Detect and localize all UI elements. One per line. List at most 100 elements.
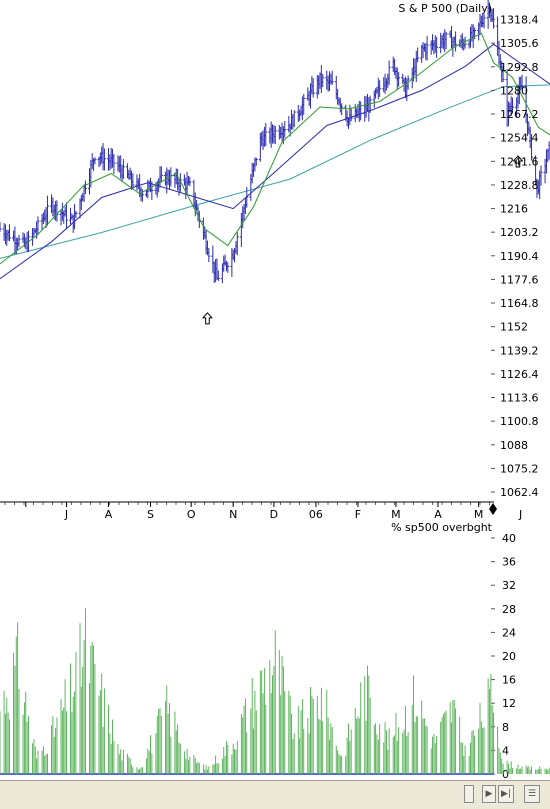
oscillator-bar <box>33 739 34 774</box>
oscillator-bar <box>24 702 25 774</box>
oscillator-bar <box>454 700 455 774</box>
x-tick-label: S <box>147 508 154 521</box>
oscillator-bar <box>161 716 162 774</box>
oscillator-bar <box>27 722 28 774</box>
oscillator-bar <box>302 699 303 774</box>
oscillator-bar <box>141 768 142 774</box>
oscillator-bar <box>536 770 537 774</box>
oscillator-bar <box>378 740 379 774</box>
price-y-tick-label: 1139.2 <box>500 344 539 357</box>
oscillator-bar <box>374 725 375 774</box>
oscillator-bar <box>150 735 151 774</box>
oscillator-bar <box>490 674 491 774</box>
oscillator-bar <box>366 721 367 774</box>
price-y-tick-label: 1075.2 <box>500 462 539 475</box>
oscillator-bar <box>103 727 104 774</box>
price-y-tick-label: 1164.8 <box>500 297 539 310</box>
oscillator-y-tick-label: 32 <box>502 579 516 592</box>
play-icon[interactable]: ▶ <box>482 785 496 803</box>
oscillator-bar <box>459 717 460 774</box>
price-y-tick-label: 1254.4 <box>500 132 539 145</box>
oscillator-bar <box>376 734 377 774</box>
price-y-tick-label: 1126.4 <box>500 368 539 381</box>
x-tick-label: A <box>434 508 442 521</box>
oscillator-bar <box>294 733 295 774</box>
price-y-tick-label: 1241.6 <box>500 155 539 168</box>
oscillator-bar <box>187 749 188 774</box>
oscillator-bar <box>526 765 527 774</box>
price-bar <box>0 222 2 232</box>
oscillator-y-tick-label: 20 <box>502 650 516 663</box>
oscillator-bar <box>52 716 53 774</box>
scroll-marker-icon[interactable] <box>489 503 497 515</box>
oscillator-bar <box>176 730 177 774</box>
oscillator-bar <box>84 640 85 774</box>
oscillator-bar <box>530 770 531 774</box>
oscillator-bar <box>482 728 483 774</box>
oscillator-bar <box>269 660 270 774</box>
oscillator-bar <box>471 731 472 774</box>
oscillator-bar <box>51 725 52 774</box>
oscillator-bar <box>112 720 113 774</box>
oscillator-bar <box>394 735 395 774</box>
oscillator-bar <box>17 622 18 774</box>
oscillator-bar <box>241 714 242 774</box>
status-bar: ▶ ▶| ☰ <box>0 780 550 809</box>
oscillator-bar <box>132 767 133 774</box>
oscillator-bar <box>231 754 232 774</box>
oscillator-bar <box>499 748 500 774</box>
oscillator-bar <box>61 699 62 774</box>
oscillator-bar <box>85 608 86 774</box>
price-y-tick-label: 1292.8 <box>500 61 539 74</box>
oscillator-bar <box>212 764 213 774</box>
oscillator-bar <box>318 719 319 774</box>
menu-icon[interactable]: ☰ <box>524 785 540 803</box>
scrollbar-thumb[interactable] <box>464 785 474 803</box>
oscillator-bar <box>73 697 74 774</box>
oscillator-bar <box>385 722 386 774</box>
oscillator-bar <box>431 748 432 774</box>
oscillator-bar <box>413 675 414 774</box>
oscillator-bar <box>227 745 228 774</box>
oscillator-bar <box>299 738 300 774</box>
oscillator-bar <box>253 729 254 774</box>
oscillator-bar <box>531 767 532 774</box>
price-y-tick-label: 1318.4 <box>500 14 539 27</box>
oscillator-title: % sp500 overbght <box>391 521 493 534</box>
oscillator-bar <box>484 727 485 774</box>
oscillator-bar <box>332 727 333 774</box>
oscillator-bar <box>123 750 124 774</box>
oscillator-bar <box>118 744 119 774</box>
oscillator-bar <box>170 737 171 774</box>
oscillator-bar <box>174 712 175 774</box>
oscillator-bar <box>244 706 245 774</box>
oscillator-bar <box>528 766 529 774</box>
oscillator-y-tick-label: 4 <box>502 744 509 757</box>
price-y-tick-label: 1190.4 <box>500 250 539 263</box>
oscillator-bar <box>82 667 83 774</box>
oscillator-bar <box>501 759 502 774</box>
oscillator-bar <box>90 646 91 774</box>
oscillator-bar <box>470 743 471 774</box>
price-chart-title: S & P 500 (Daily) <box>398 2 492 15</box>
oscillator-bar <box>298 706 299 774</box>
oscillator-bar <box>320 720 321 774</box>
oscillator-bar <box>32 743 33 774</box>
oscillator-bar <box>223 747 224 774</box>
oscillator-bar <box>92 642 93 774</box>
oscillator-bar <box>19 689 20 774</box>
oscillator-bar <box>13 653 14 774</box>
price-y-tick-label: 1203.2 <box>500 226 539 239</box>
oscillator-bar <box>539 767 540 774</box>
oscillator-bar <box>146 759 147 774</box>
short-moving-average-line <box>0 33 550 264</box>
price-y-tick-label: 1267.2 <box>500 108 539 121</box>
oscillator-bar <box>193 755 194 774</box>
end-icon[interactable]: ▶| <box>498 785 514 803</box>
oscillator-bar <box>351 730 352 774</box>
price-y-tick-label: 1088 <box>500 439 528 452</box>
oscillator-bar <box>497 727 498 774</box>
oscillator-bar <box>347 738 348 774</box>
oscillator-bar <box>234 749 235 774</box>
oscillator-bar <box>284 691 285 774</box>
